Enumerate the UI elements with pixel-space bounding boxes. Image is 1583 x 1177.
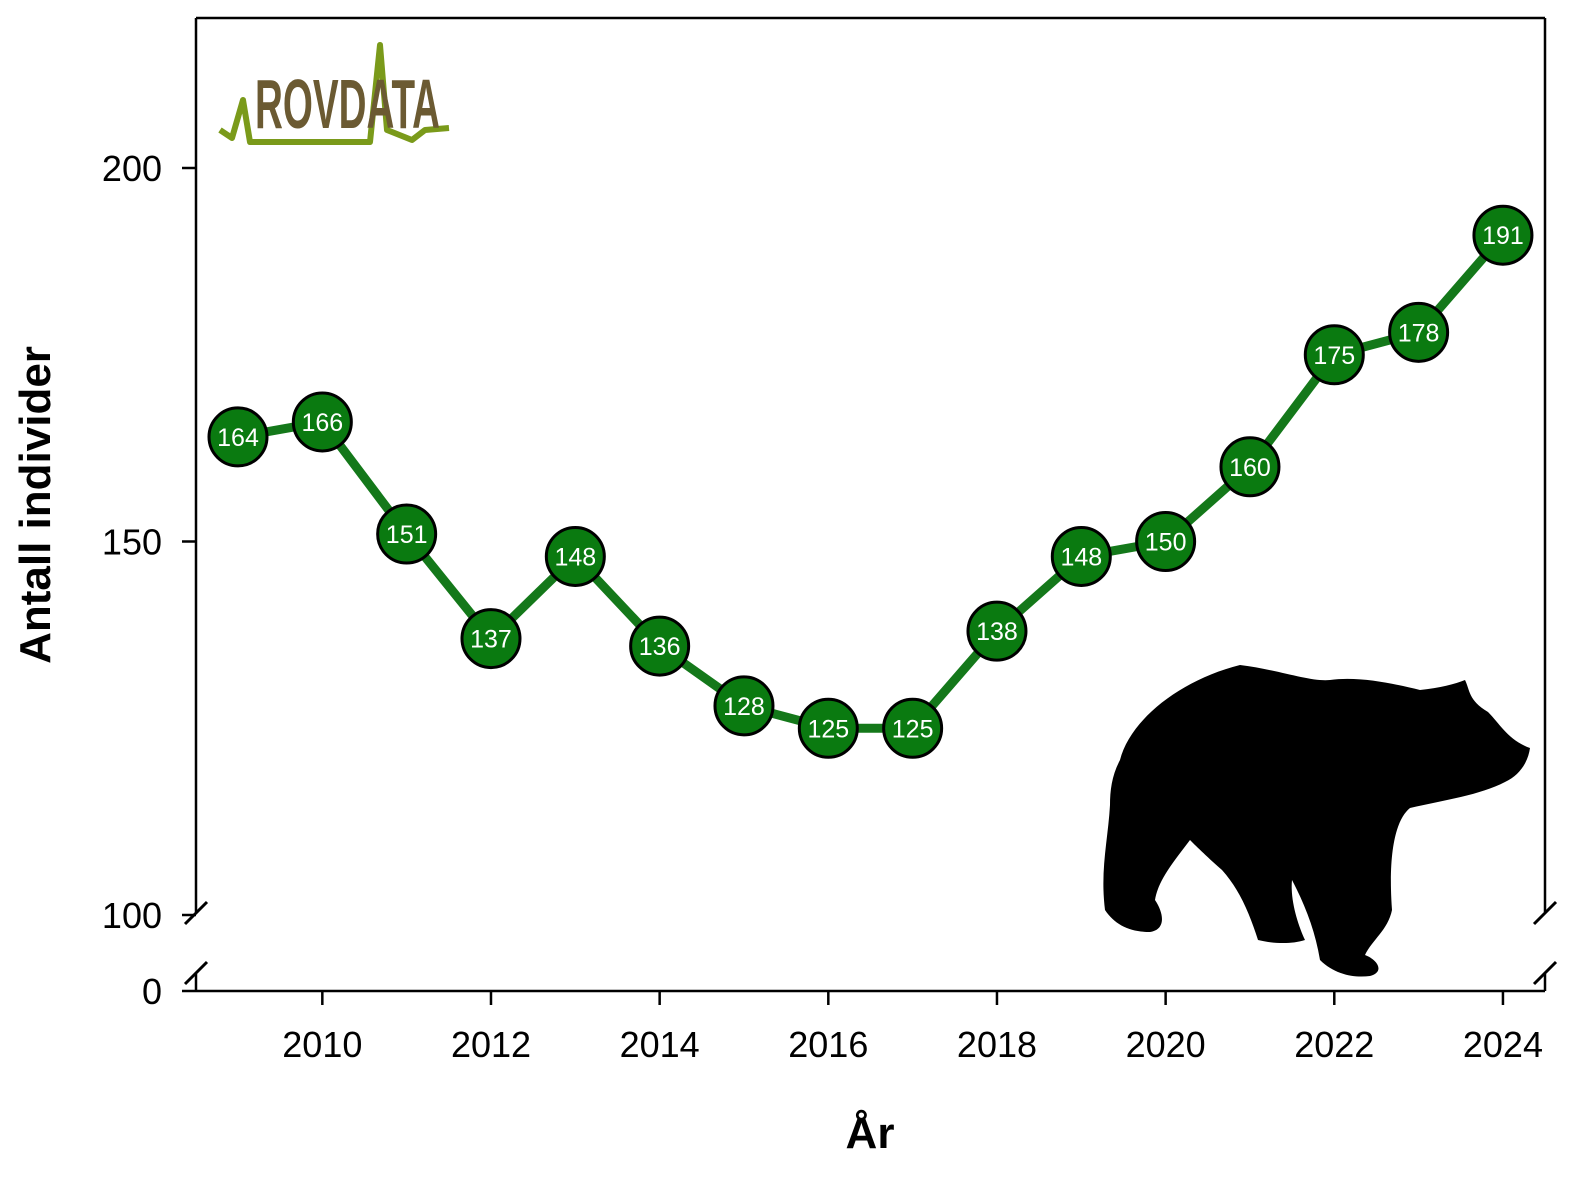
x-tick-label: 2016 [788, 1024, 868, 1065]
data-label: 150 [1145, 529, 1187, 557]
data-point [460, 608, 522, 670]
series-layer: 164 166 151 137 148 136 128 125 125 138 148 150 160 1… [207, 204, 1534, 759]
data-point [713, 675, 775, 737]
data-point [1135, 511, 1197, 572]
y-tick-label-zero: 0 [142, 971, 162, 1012]
y-tick-label: 200 [102, 148, 162, 189]
data-point [966, 600, 1028, 662]
y-tick-label: 150 [102, 522, 162, 563]
logo-text: ROVDATA [255, 65, 440, 143]
series-line [237, 232, 1507, 733]
axis-layer: 100 150 200 0 2010 2012 2014 2016 2018 2020 2022 20… [102, 148, 1543, 1065]
data-point [797, 697, 859, 759]
data-point [882, 697, 944, 759]
y-axis-title: Antall individer [11, 346, 60, 664]
data-point [376, 503, 438, 565]
x-tick-label: 2018 [957, 1024, 1037, 1065]
x-tick-label: 2014 [620, 1024, 700, 1065]
data-point [1472, 204, 1534, 266]
data-point [1050, 525, 1112, 587]
data-label: 148 [554, 543, 596, 571]
data-label: 137 [470, 626, 512, 654]
data-point [291, 391, 353, 453]
data-label: 178 [1398, 319, 1440, 347]
data-label: 148 [1060, 543, 1102, 571]
data-label: 151 [386, 521, 428, 549]
data-point [207, 406, 269, 468]
data-point [629, 615, 691, 677]
data-label: 166 [301, 409, 343, 437]
bear-silhouette-icon [1103, 665, 1530, 977]
x-tick-label: 2020 [1126, 1024, 1206, 1065]
data-label: 175 [1313, 342, 1355, 370]
data-label: 164 [217, 424, 259, 452]
data-point [1219, 436, 1281, 498]
logo-line [218, 42, 450, 145]
x-axis-title: År [846, 1109, 895, 1158]
data-label: 160 [1229, 454, 1271, 482]
x-tick-label: 2010 [282, 1024, 362, 1065]
data-label: 191 [1482, 222, 1524, 250]
data-label: 128 [723, 693, 765, 721]
x-tick-label: 2022 [1294, 1024, 1374, 1065]
y-tick-label: 100 [102, 895, 162, 936]
rovdata-logo: ROVDATA [218, 42, 450, 145]
data-label: 125 [807, 715, 849, 743]
x-tick-label: 2012 [451, 1024, 531, 1065]
data-point [1388, 301, 1450, 363]
data-point [544, 525, 606, 587]
axis-break-markers [183, 900, 1558, 986]
data-point [1303, 324, 1365, 386]
data-label: 136 [639, 633, 681, 661]
x-tick-label: 2024 [1463, 1024, 1543, 1065]
data-label: 125 [892, 715, 934, 743]
data-label: 138 [976, 618, 1018, 646]
